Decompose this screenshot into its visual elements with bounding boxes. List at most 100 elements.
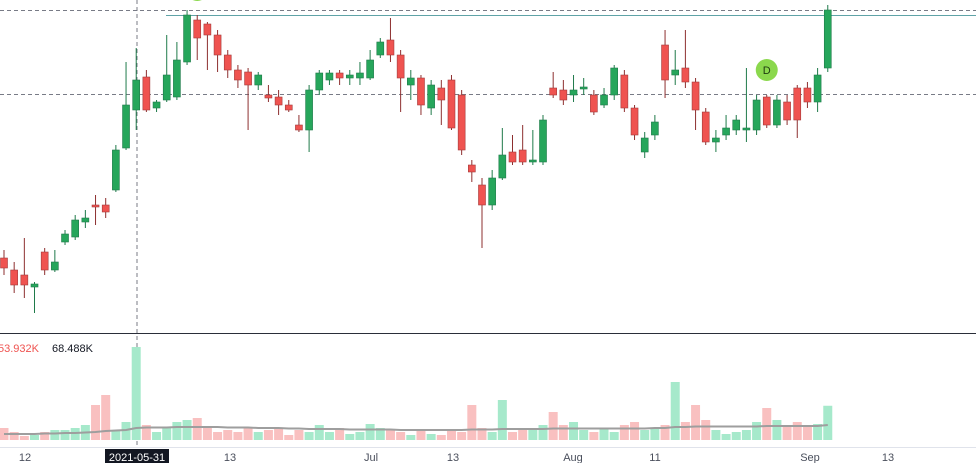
volume-bar xyxy=(396,432,406,440)
volume-bar xyxy=(691,405,701,440)
volume-bar xyxy=(385,430,395,440)
candle-body xyxy=(457,94,466,151)
candle-body xyxy=(376,41,385,56)
candle-body xyxy=(823,9,832,69)
candle-body xyxy=(579,86,588,90)
candle-body xyxy=(223,54,232,71)
x-tick-label: Sep xyxy=(800,452,820,463)
volume-bar xyxy=(721,434,731,440)
x-tick-label: Aug xyxy=(563,452,583,463)
candle-body xyxy=(315,72,324,91)
candle-body xyxy=(335,72,344,79)
volume-bar xyxy=(436,435,446,440)
candle-body xyxy=(61,233,69,243)
candle-body xyxy=(681,67,690,83)
candle-body xyxy=(417,77,425,106)
candle-body xyxy=(71,219,79,238)
candle-body xyxy=(427,84,435,109)
candle-body xyxy=(264,94,273,99)
candle-body xyxy=(40,251,49,271)
volume-bar xyxy=(294,430,304,440)
volume-bar xyxy=(152,432,162,440)
candle-body xyxy=(356,72,364,79)
candle-body xyxy=(447,79,456,129)
crosshair-label-box xyxy=(105,449,169,463)
candle-body xyxy=(803,87,812,103)
event-marker xyxy=(192,0,202,1)
candle-body xyxy=(620,74,629,109)
candle-body xyxy=(295,124,303,131)
x-tick-label: 13 xyxy=(882,452,894,463)
volume-bar xyxy=(19,436,29,440)
candle-body xyxy=(762,96,771,126)
candle-body xyxy=(254,74,263,86)
volume-bar xyxy=(131,347,141,440)
volume-bar xyxy=(813,424,823,440)
candle-body xyxy=(783,101,791,121)
candle-body xyxy=(742,127,751,131)
candle-body xyxy=(793,87,802,121)
volume-bar xyxy=(416,430,426,440)
candle-body xyxy=(508,151,517,163)
volume-bar xyxy=(121,422,131,440)
candle-body xyxy=(559,89,568,101)
event-marker-label: D xyxy=(763,65,771,77)
volume-bar xyxy=(40,432,50,440)
volume-bar xyxy=(233,432,243,440)
x-tick-label: 2021-05-31 xyxy=(109,452,165,463)
candle-body xyxy=(173,59,181,98)
event-marker xyxy=(755,59,778,81)
candle-body xyxy=(468,164,476,173)
candle-body xyxy=(437,87,446,101)
candle-body xyxy=(722,127,730,136)
volume-bar xyxy=(670,382,680,440)
volume-bar xyxy=(243,428,253,440)
volume-bar xyxy=(91,405,101,440)
volume-value: 68.488K xyxy=(52,343,94,355)
candle-body xyxy=(569,89,578,96)
candle-body xyxy=(152,101,161,109)
volume-bar xyxy=(762,408,772,440)
volume-bar xyxy=(304,432,314,440)
volume-bar xyxy=(538,425,548,440)
volume-bar xyxy=(284,435,294,440)
x-tick-label: 13 xyxy=(447,452,459,463)
volume-bar xyxy=(579,430,589,440)
volume-bar xyxy=(701,420,711,440)
volume-bar xyxy=(487,432,497,440)
volume-bar xyxy=(630,422,640,440)
candle-body xyxy=(81,217,90,223)
candle-body xyxy=(10,269,18,286)
volume-bar xyxy=(467,405,477,440)
volume-bar xyxy=(782,425,792,440)
volume-bar xyxy=(752,422,762,440)
volume-bar xyxy=(223,430,233,440)
candle-body xyxy=(101,204,110,213)
volume-bar xyxy=(508,432,517,440)
candle-body xyxy=(112,149,120,191)
volume-bar xyxy=(141,425,151,440)
volume-bar xyxy=(182,420,192,440)
candle-body xyxy=(752,99,761,131)
volume-bar xyxy=(335,428,345,440)
volume-ma-value: 53.932K xyxy=(0,343,40,355)
volume-bar xyxy=(731,432,741,440)
volume-bar xyxy=(609,432,619,440)
volume-bar xyxy=(802,425,812,440)
candle-body xyxy=(132,79,141,111)
candle-body xyxy=(162,74,171,101)
volume-bar xyxy=(477,428,487,440)
volume-bar xyxy=(9,432,19,440)
volume-bar xyxy=(589,432,599,440)
volume-bar xyxy=(426,434,436,440)
volume-bar xyxy=(111,430,121,440)
candle-body xyxy=(610,67,619,96)
x-tick-label: Jul xyxy=(364,452,378,463)
volume-bar xyxy=(263,430,273,440)
candle-body xyxy=(142,76,151,111)
candle-body xyxy=(640,137,649,153)
volume-bar xyxy=(548,412,558,440)
candle-body xyxy=(813,74,822,103)
volume-bar xyxy=(365,424,375,440)
